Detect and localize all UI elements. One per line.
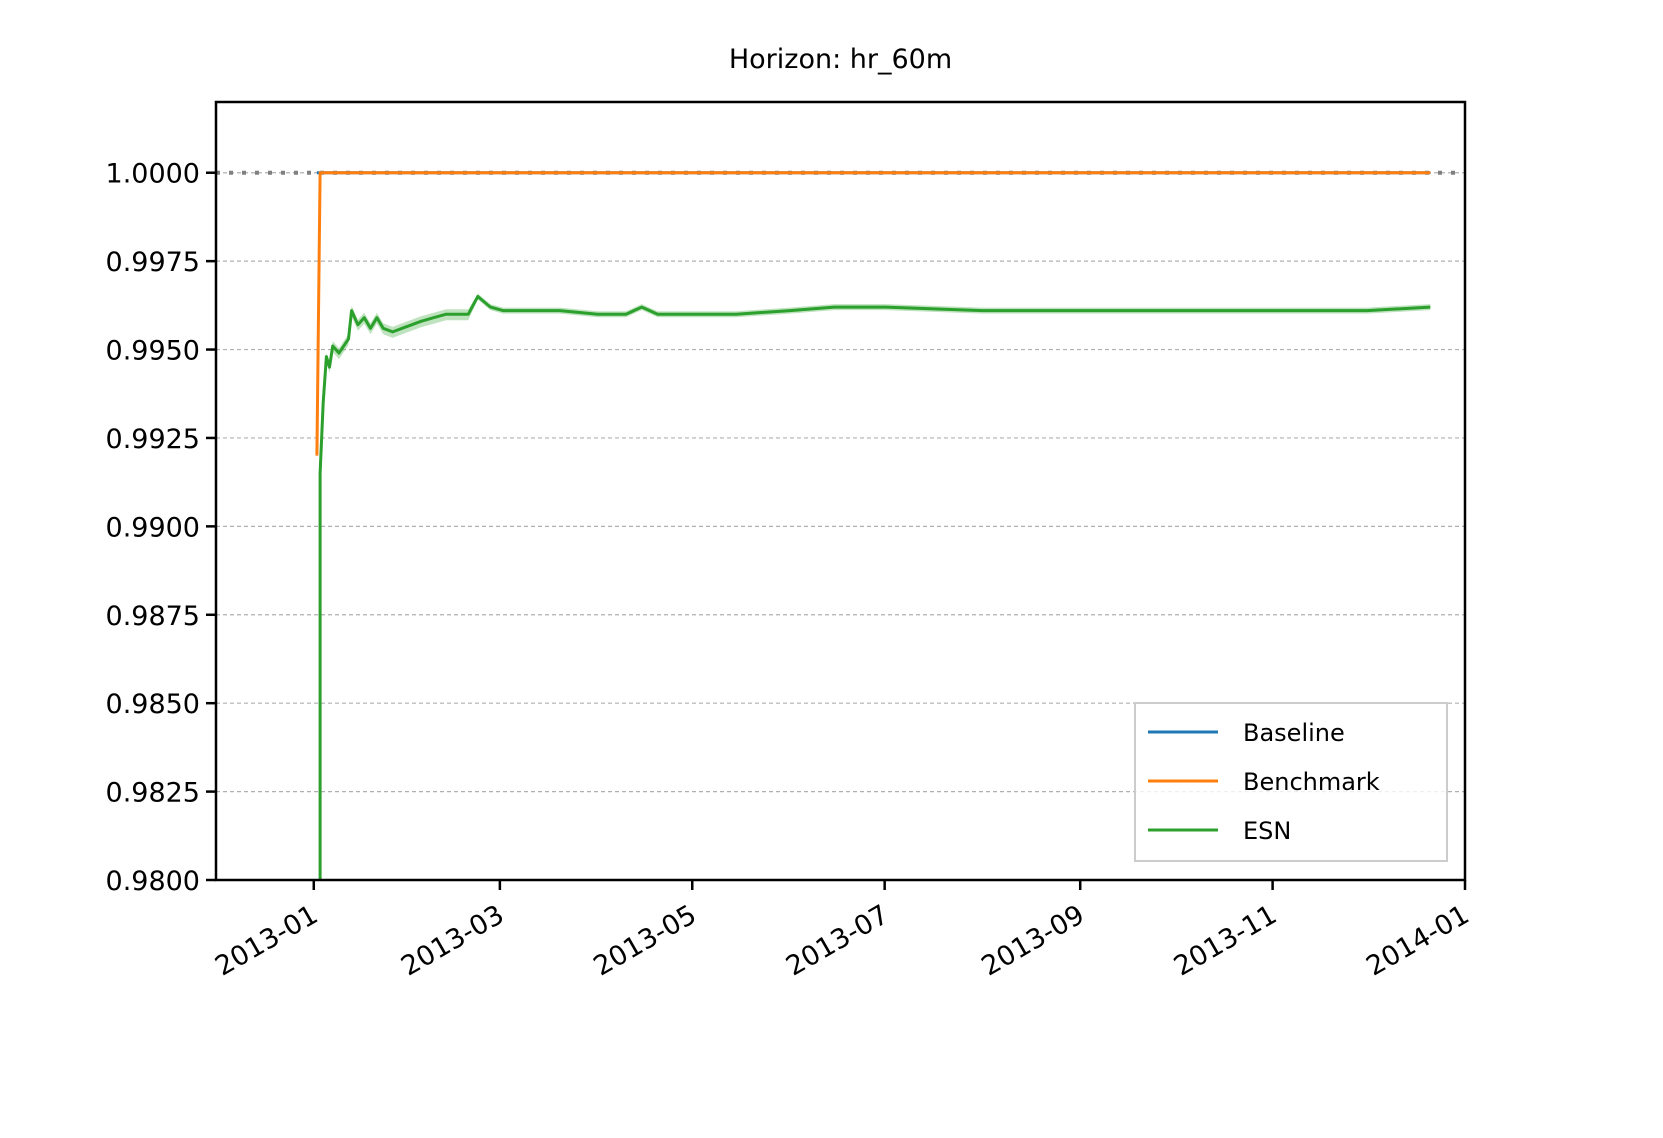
legend-label: ESN bbox=[1243, 817, 1291, 845]
y-tick-label: 0.9825 bbox=[106, 778, 200, 809]
x-axis: 2013-01 2013-03 2013-05 2013-07 2013-09 2013-… bbox=[210, 880, 1475, 982]
x-tick-label: 2013-05 bbox=[589, 899, 702, 982]
legend: Baseline Benchmark ESN bbox=[1134, 702, 1448, 862]
y-tick-label: 1.0000 bbox=[106, 159, 200, 190]
x-tick-label: 2013-07 bbox=[781, 899, 894, 982]
y-tick-label: 0.9800 bbox=[106, 866, 200, 897]
series-layer bbox=[315, 171, 1431, 880]
x-tick-label: 2013-01 bbox=[210, 899, 323, 982]
x-tick-label: 2013-11 bbox=[1169, 899, 1282, 982]
plot-frame bbox=[214, 100, 1467, 882]
y-tick-label: 0.9900 bbox=[106, 512, 200, 543]
legend-label: Benchmark bbox=[1243, 768, 1380, 796]
chart-title: Horizon: hr_60m bbox=[729, 44, 952, 75]
y-tick-label: 0.9925 bbox=[106, 424, 200, 455]
x-tick-label: 2014-01 bbox=[1361, 899, 1474, 982]
y-axis: 0.9800 0.9825 0.9850 0.9875 0.9900 0.9925 0.99… bbox=[106, 159, 216, 897]
y-tick-label: 0.9850 bbox=[106, 689, 200, 720]
y-tick-label: 0.9975 bbox=[106, 247, 200, 278]
x-tick-label: 2013-03 bbox=[396, 899, 509, 982]
series-line-benchmark bbox=[315, 171, 1431, 456]
series-line-esn bbox=[318, 295, 1431, 880]
grid-lines bbox=[216, 172, 1465, 793]
y-tick-label: 0.9875 bbox=[106, 601, 200, 632]
legend-label: Baseline bbox=[1243, 719, 1345, 747]
y-tick-label: 0.9950 bbox=[106, 336, 200, 367]
x-tick-label: 2013-09 bbox=[977, 899, 1090, 982]
